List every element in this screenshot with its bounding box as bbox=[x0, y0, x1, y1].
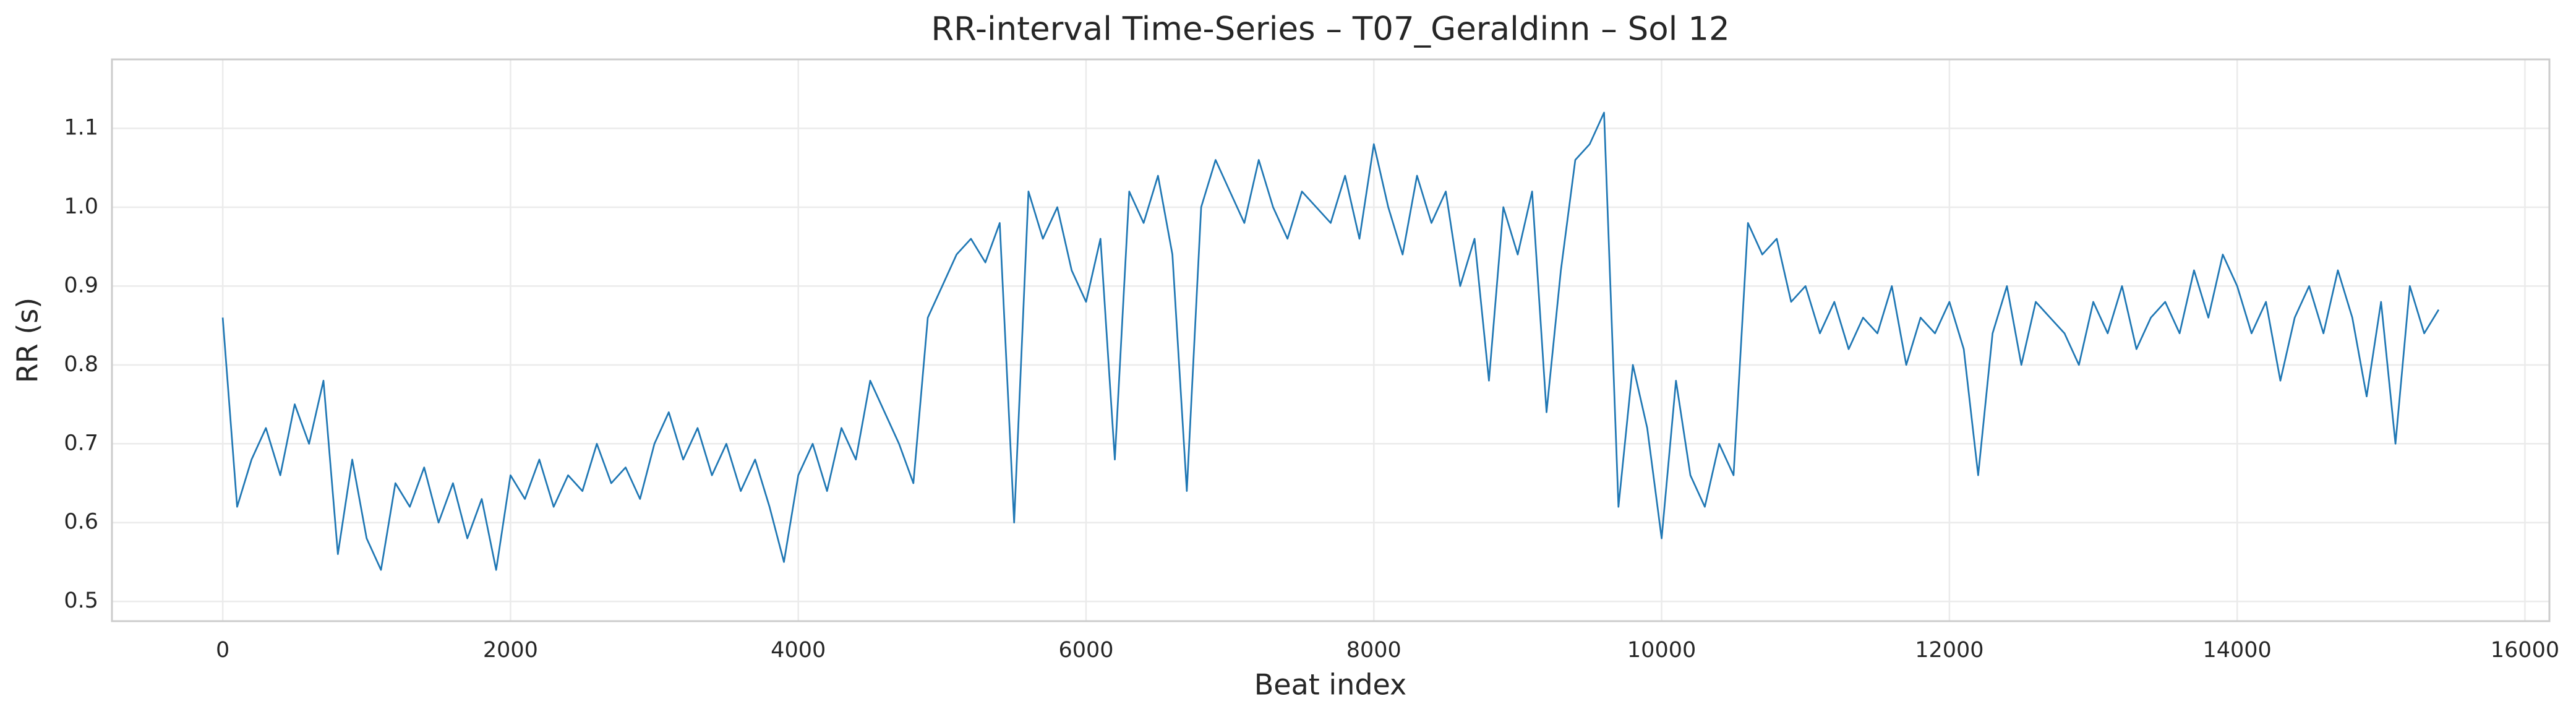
y-tick-label: 0.6 bbox=[64, 510, 98, 535]
y-tick-label: 0.8 bbox=[64, 352, 98, 377]
y-tick-label: 0.7 bbox=[64, 431, 98, 455]
x-tick-label: 0 bbox=[216, 638, 229, 663]
y-tick-label: 1.1 bbox=[64, 116, 98, 140]
y-axis-label: RR (s) bbox=[11, 298, 45, 383]
x-tick-label: 8000 bbox=[1346, 638, 1401, 663]
data-line bbox=[221, 111, 2440, 571]
x-tick-label: 16000 bbox=[2491, 638, 2559, 663]
y-tick-label: 0.5 bbox=[64, 588, 98, 613]
x-tick-label: 14000 bbox=[2202, 638, 2271, 663]
x-axis-label: Beat index bbox=[1254, 668, 1407, 702]
x-tick-label: 4000 bbox=[771, 638, 826, 663]
y-tick-label: 1.0 bbox=[64, 194, 98, 219]
x-tick-label: 2000 bbox=[483, 638, 538, 663]
x-tick-label: 10000 bbox=[1627, 638, 1696, 663]
chart-title: RR-interval Time-Series – T07_Geraldinn … bbox=[931, 11, 1729, 48]
plot-frame bbox=[111, 58, 2551, 622]
x-tick-label: 6000 bbox=[1058, 638, 1113, 663]
y-tick-label: 0.9 bbox=[64, 273, 98, 298]
x-tick-label: 12000 bbox=[1915, 638, 1983, 663]
